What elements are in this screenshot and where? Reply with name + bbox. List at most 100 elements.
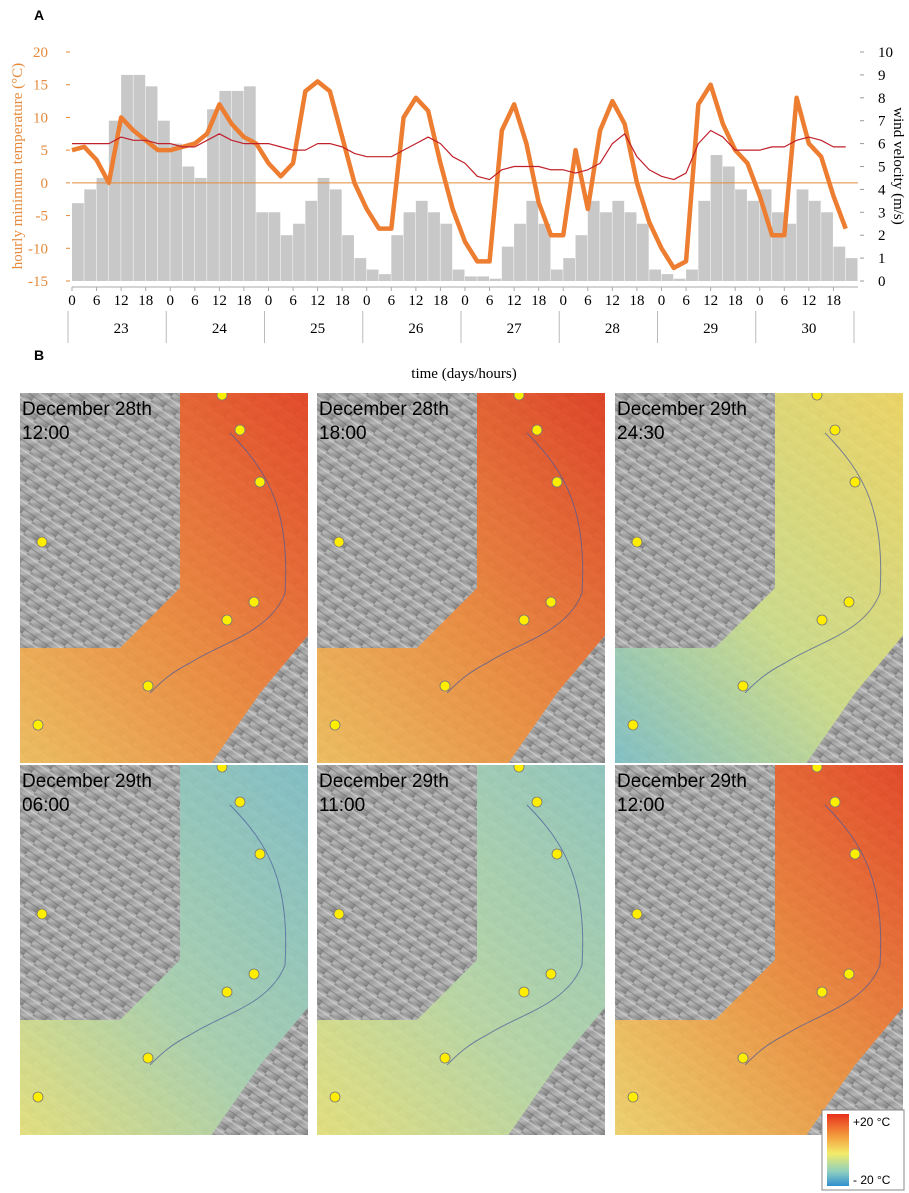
station	[829, 796, 841, 808]
lava-flow-outline	[744, 804, 882, 1066]
station	[216, 765, 228, 773]
map-body	[20, 393, 308, 763]
bar	[833, 246, 846, 281]
x-axis-label: time (days/hours)	[411, 366, 516, 382]
station	[254, 848, 266, 860]
bar	[624, 212, 637, 281]
map-time: 12:00	[617, 795, 665, 816]
bar	[84, 189, 97, 281]
bar	[550, 269, 563, 281]
bar	[182, 166, 195, 281]
lava-flow-outline	[446, 804, 584, 1066]
y2-tick-label: 10	[878, 45, 893, 61]
x-tick-label: 12	[703, 293, 718, 309]
x-tick-label: 6	[289, 293, 297, 309]
station	[53, 1145, 63, 1155]
station	[518, 986, 530, 998]
station	[439, 680, 451, 692]
bar	[317, 177, 330, 281]
bar	[600, 212, 612, 281]
y2-tick-label: 3	[878, 205, 886, 221]
x-tick-label: 12	[310, 293, 325, 309]
map-panel: December 28th 12:00	[20, 393, 308, 763]
bar	[293, 223, 305, 281]
temperature-field	[615, 765, 903, 1135]
x-tick-label: 0	[658, 293, 666, 309]
y2-tick-label: 6	[878, 137, 886, 153]
y2-tick-label: 7	[878, 114, 886, 130]
bar	[501, 246, 514, 281]
x-tick-label: 6	[388, 293, 396, 309]
panel-label: B	[34, 347, 44, 363]
station	[32, 719, 44, 731]
x-tick-label: 18	[531, 293, 546, 309]
y-axis-label: hourly minimum temperature (°C)	[10, 63, 26, 269]
day-label: 24	[212, 321, 228, 337]
bar	[612, 200, 625, 281]
map-time: 24:30	[617, 423, 665, 444]
bar	[243, 86, 256, 281]
station	[32, 1091, 44, 1103]
station	[221, 614, 233, 626]
station	[737, 680, 749, 692]
bar	[845, 258, 858, 281]
lava-flow-outline	[149, 432, 287, 694]
legend-ramp	[827, 1114, 849, 1186]
bar	[747, 200, 760, 281]
panel-label: A	[34, 7, 44, 23]
bar	[157, 120, 170, 281]
lava-flow-outline	[446, 432, 584, 694]
x-tick-label: 18	[138, 293, 153, 309]
x-tick-label: 12	[114, 293, 129, 309]
x-tick-label: 0	[756, 293, 764, 309]
bar	[563, 258, 576, 281]
station	[811, 393, 823, 401]
station	[36, 536, 48, 548]
bar	[207, 109, 219, 281]
map-body	[615, 765, 903, 1135]
bar	[194, 177, 207, 281]
bar	[96, 177, 109, 281]
bar	[821, 212, 833, 281]
bar	[145, 86, 158, 281]
bar	[514, 223, 526, 281]
map-body	[615, 393, 903, 763]
lava-flow-outline	[744, 432, 882, 694]
y-tick-label: 5	[41, 143, 49, 159]
station	[350, 1145, 360, 1155]
day-label: 30	[801, 321, 816, 337]
bar	[108, 120, 121, 281]
bar	[735, 189, 747, 281]
bar	[526, 200, 539, 281]
map-date: December 28th	[22, 399, 152, 420]
x-tick-label: 0	[461, 293, 469, 309]
station	[843, 968, 855, 980]
day-label: 29	[703, 321, 718, 337]
bar	[280, 235, 293, 281]
y-tick-label: 20	[33, 45, 48, 61]
bar	[428, 212, 440, 281]
bar	[759, 189, 772, 281]
y2-tick-label: 5	[878, 160, 886, 176]
bar	[808, 200, 821, 281]
station	[816, 986, 828, 998]
station	[439, 1052, 451, 1064]
legend-min: - 20 °C	[853, 1173, 891, 1187]
map-date: December 29th	[22, 771, 152, 792]
bar	[170, 143, 183, 281]
station	[631, 908, 643, 920]
station	[531, 424, 543, 436]
station	[551, 476, 563, 488]
station	[248, 596, 260, 608]
line	[72, 129, 846, 181]
station	[329, 719, 341, 731]
station	[545, 968, 557, 980]
station	[142, 680, 154, 692]
bar	[686, 269, 698, 281]
x-tick-label: 18	[826, 293, 841, 309]
y-tick-label: -5	[36, 209, 49, 225]
station	[531, 796, 543, 808]
station	[234, 796, 246, 808]
station	[816, 614, 828, 626]
station	[849, 476, 861, 488]
